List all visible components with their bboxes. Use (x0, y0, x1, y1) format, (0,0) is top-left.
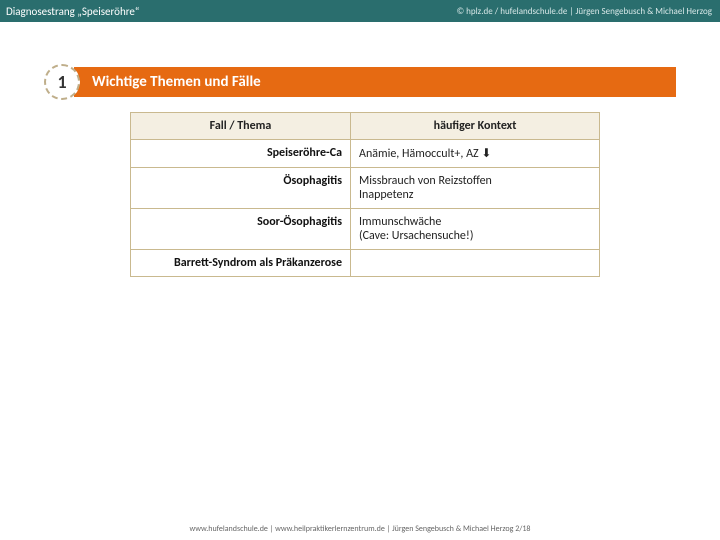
cell-kontext (351, 250, 600, 277)
section-number: 1 (57, 71, 66, 93)
top-bar: Diagnosestrang „Speiseröhre“ © hplz.de /… (0, 0, 720, 22)
table-row: Ösophagitis Missbrauch von ReizstoffenIn… (131, 168, 600, 209)
section-number-badge: 1 (44, 64, 80, 100)
copyright-text: © hplz.de / hufelandschule.de | Jürgen S… (457, 6, 720, 17)
col-header-kontext: häufiger Kontext (351, 113, 600, 140)
cell-fall: Soor-Ösophagitis (131, 209, 351, 250)
cell-fall: Speiseröhre-Ca (131, 140, 351, 168)
cases-table: Fall / Thema häufiger Kontext Speiseröhr… (130, 112, 600, 277)
section-header: 1 Wichtige Themen und Fälle (44, 64, 676, 100)
cell-kontext: Immunschwäche(Cave: Ursachensuche!) (351, 209, 600, 250)
cell-kontext: Anämie, Hämoccult+, AZ ⬇ (351, 140, 600, 168)
section-title: Wichtige Themen und Fälle (74, 67, 676, 97)
footer-text: www.hufelandschule.de | www.heilpraktike… (0, 524, 720, 534)
table-row: Speiseröhre-Ca Anämie, Hämoccult+, AZ ⬇ (131, 140, 600, 168)
cell-fall: Ösophagitis (131, 168, 351, 209)
table-header-row: Fall / Thema häufiger Kontext (131, 113, 600, 140)
col-header-fall: Fall / Thema (131, 113, 351, 140)
slide: Diagnosestrang „Speiseröhre“ © hplz.de /… (0, 0, 720, 540)
slide-title: Diagnosestrang „Speiseröhre“ (0, 5, 139, 18)
cell-fall: Barrett-Syndrom als Präkanzerose (131, 250, 351, 277)
table-row: Barrett-Syndrom als Präkanzerose (131, 250, 600, 277)
cell-kontext: Missbrauch von ReizstoffenInappetenz (351, 168, 600, 209)
table-row: Soor-Ösophagitis Immunschwäche(Cave: Urs… (131, 209, 600, 250)
